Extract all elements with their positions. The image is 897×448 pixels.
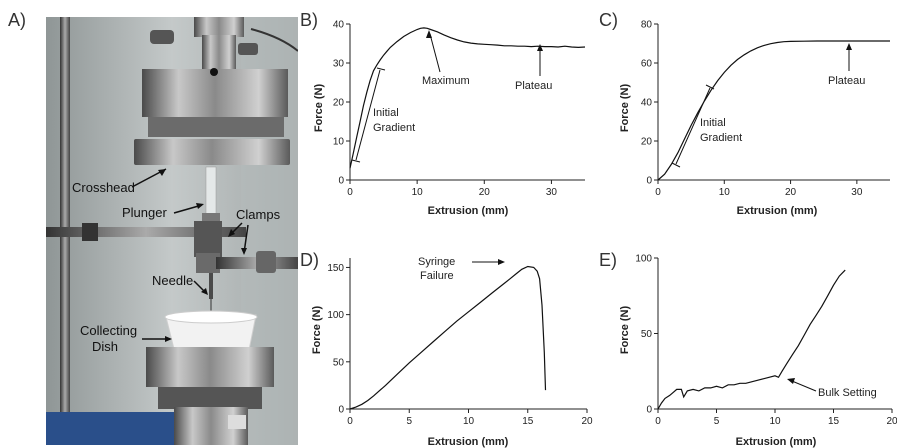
chart-c-y-tick-label: 60 (641, 59, 653, 70)
chart-b-y-tick-label: 0 (338, 176, 344, 187)
label-plunger: Plunger (122, 205, 167, 220)
label-needle: Needle (152, 273, 193, 288)
chart-e-x-tick-label: 5 (714, 416, 720, 427)
chart-c-annotation-gradient: Gradient (700, 132, 742, 144)
chart-d-y-tick-label: 150 (327, 263, 344, 274)
chart-d-y-tick-label: 50 (333, 357, 345, 368)
chart-c-ylabel: Force (N) (619, 84, 631, 133)
chart-c-x-tick-label: 0 (655, 187, 661, 198)
chart-d-ylabel: Force (N) (311, 306, 323, 355)
chart-e-annotation-bulk-setting: Bulk Setting (818, 387, 877, 399)
chart-e-series-line (657, 269, 846, 410)
chart-b: 0 10 20 30 0 10 20 30 40 Extrusion (mm) Force (N… (313, 20, 586, 217)
chart-e-x-tick-label: 20 (886, 416, 897, 427)
chart-b-xlabel: Extrusion (mm) (428, 205, 509, 217)
chart-c-annotation-plateau: Plateau (828, 75, 865, 87)
chart-b-annotation-maximum: Maximum (422, 75, 470, 87)
chart-b-y-tick-label: 10 (333, 137, 345, 148)
chart-d-y-tick-label: 100 (327, 310, 344, 321)
chart-e-y-tick-label: 100 (635, 254, 652, 265)
panel-label-b: B) (300, 10, 318, 30)
chart-c-y-tick-label: 20 (641, 137, 653, 148)
chart-e-xlabel: Extrusion (mm) (736, 436, 817, 448)
panel-label-c: C) (599, 10, 618, 30)
chart-d-annotation-syringe: Syringe (418, 256, 455, 268)
chart-c-annotation-initial: Initial (700, 117, 726, 129)
chart-b-annotation-initial: Initial (373, 107, 399, 119)
chart-c-x-tick-label: 30 (851, 187, 863, 198)
chart-c: 0 10 20 30 0 20 40 60 80 Extrusion (mm) Force (N… (619, 20, 890, 217)
chart-e-ylabel: Force (N) (619, 306, 631, 355)
label-clamps: Clamps (236, 207, 281, 222)
chart-b-annotation-gradient: Gradient (373, 122, 415, 134)
chart-d-x-tick-label: 20 (581, 416, 593, 427)
panel-label-e: E) (599, 250, 617, 270)
chart-e-x-tick-label: 10 (769, 416, 781, 427)
label-dish: Dish (92, 339, 118, 354)
chart-d-annotation-failure: Failure (420, 270, 454, 282)
chart-d-x-tick-label: 0 (347, 416, 353, 427)
chart-e-x-tick-label: 0 (655, 416, 661, 427)
chart-d-series-line (349, 265, 547, 410)
chart-b-x-tick-label: 0 (347, 187, 353, 198)
chart-d-x-tick-label: 5 (406, 416, 412, 427)
chart-c-y-tick-label: 0 (646, 176, 652, 187)
label-crosshead: Crosshead (72, 180, 135, 195)
extrusion-rig-photo: Crosshead Plunger Clamps Needle Collecti… (46, 17, 298, 445)
panel-label-d: D) (300, 250, 319, 270)
chart-d-xlabel: Extrusion (mm) (428, 436, 509, 448)
chart-b-y-tick-label: 30 (333, 59, 345, 70)
chart-b-x-tick-label: 10 (412, 187, 424, 198)
panel-label-a: A) (8, 10, 26, 30)
chart-b-x-tick-label: 30 (546, 187, 558, 198)
chart-e-y-tick-label: 50 (641, 329, 653, 340)
chart-b-x-tick-label: 20 (479, 187, 491, 198)
chart-c-x-tick-label: 10 (719, 187, 731, 198)
chart-d: 0 5 10 15 20 0 50 100 150 Extrusion (mm) Force (… (311, 256, 593, 448)
chart-b-annotation-plateau: Plateau (515, 80, 552, 92)
chart-c-x-tick-label: 20 (785, 187, 797, 198)
chart-b-series-line (349, 27, 586, 169)
chart-b-y-tick-label: 40 (333, 20, 345, 31)
chart-b-ylabel: Force (N) (313, 84, 325, 133)
chart-d-y-tick-label: 0 (338, 405, 344, 416)
chart-d-x-tick-label: 15 (522, 416, 534, 427)
chart-e-y-tick-label: 0 (646, 405, 652, 416)
chart-c-y-tick-label: 40 (641, 98, 653, 109)
chart-c-xlabel: Extrusion (mm) (737, 205, 818, 217)
chart-b-y-tick-label: 20 (333, 98, 345, 109)
chart-d-x-tick-label: 10 (463, 416, 475, 427)
chart-e-x-tick-label: 15 (828, 416, 840, 427)
chart-c-y-tick-label: 80 (641, 20, 653, 31)
label-collecting: Collecting (80, 323, 137, 338)
chart-c-series-line (657, 40, 890, 181)
